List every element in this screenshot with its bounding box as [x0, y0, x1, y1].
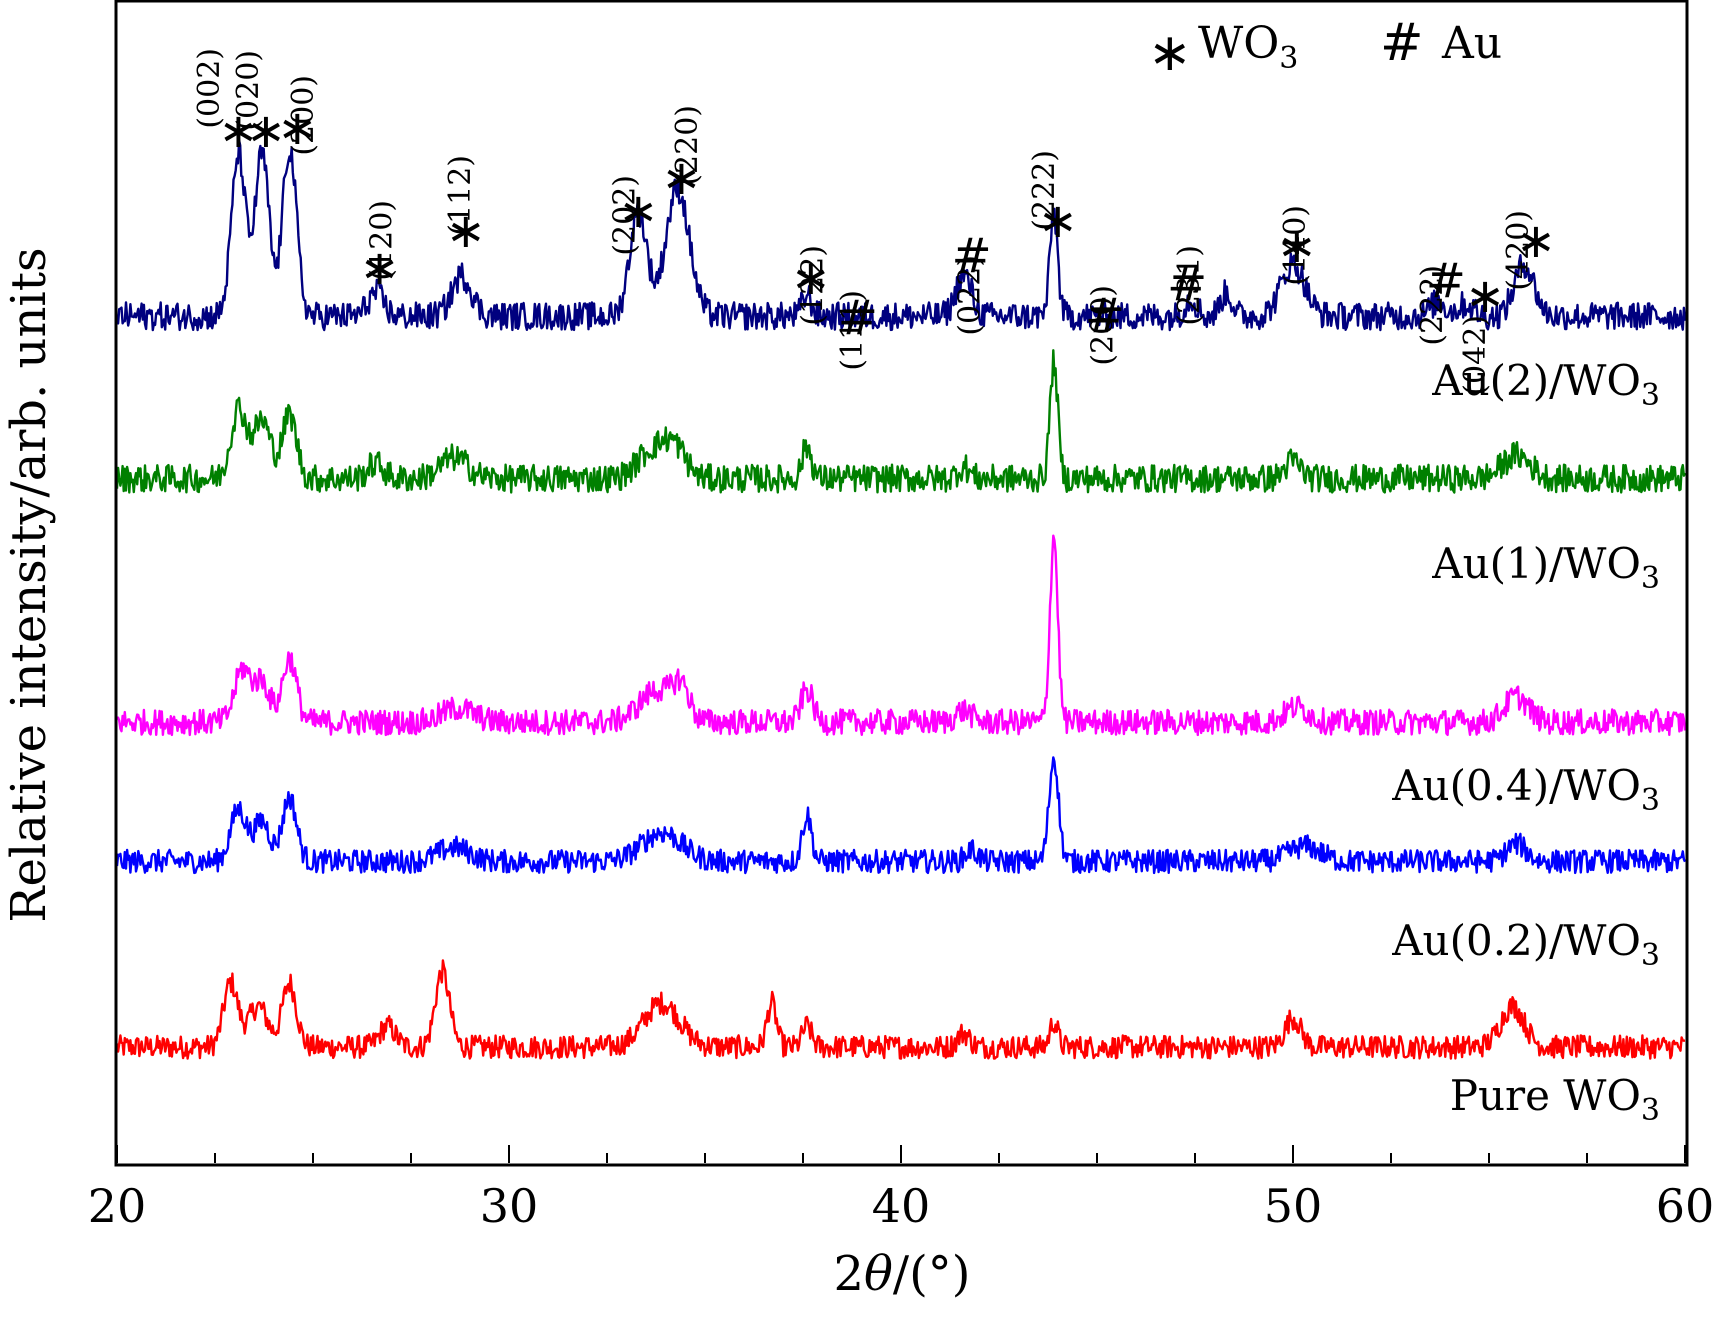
- peak-label: (120): [364, 200, 399, 281]
- x-tick-label: 40: [872, 1179, 931, 1233]
- series-labels: Pure WO3 Au(0.2)/WO3 Au(0.4)/WO3 Au(1)/WO3 A…: [1391, 356, 1660, 1128]
- x-tick-label: 60: [1656, 1179, 1715, 1233]
- series-label-0: Pure WO3: [1450, 1071, 1660, 1128]
- wo3-peak-marker: ∗: [1038, 193, 1078, 249]
- x-axis-ticks: 20 30 40 50 60: [88, 1145, 1715, 1233]
- peak-label: (420): [1501, 210, 1536, 291]
- peak-label: (200): [1086, 285, 1121, 366]
- wo3-peak-marker: ∗: [1516, 213, 1556, 269]
- x-axis-title: 2θ/(°): [833, 1246, 970, 1302]
- series-line-3: [115, 349, 1687, 494]
- series-label-3: Au(1)/WO3: [1431, 539, 1660, 596]
- series-line-1: [115, 756, 1687, 875]
- wo3-peak-marker: ∗: [661, 150, 701, 206]
- x-tick-label: 20: [88, 1179, 147, 1233]
- series-line-4: [115, 138, 1687, 332]
- peak-label: (002): [192, 48, 227, 129]
- x-tick-label: 50: [1264, 1179, 1323, 1233]
- au-peak-marker: #: [951, 228, 991, 284]
- au-peak-marker: #: [838, 290, 878, 346]
- peak-label: (222): [1027, 150, 1062, 231]
- x-tick-label: 30: [480, 1179, 539, 1233]
- peak-label: (222): [1415, 265, 1450, 346]
- peak-label: (200): [286, 75, 321, 156]
- au-peak-marker: #: [1167, 256, 1207, 312]
- series-label-4: Au(2)/WO3: [1431, 356, 1660, 413]
- peak-label: (202): [607, 175, 642, 256]
- legend-au-label: Au: [1441, 18, 1502, 69]
- series-label-1: Au(0.2)/WO3: [1391, 916, 1660, 973]
- series-line-2: [116, 534, 1687, 737]
- wo3-peak-marker: ∗: [1465, 268, 1505, 324]
- peak-label: (111): [835, 290, 870, 371]
- peak-label: (022): [952, 255, 987, 336]
- peak-annotations: (002)∗(020)∗ (200)∗(120)∗(112)∗ (202)∗(220…: [192, 48, 1556, 396]
- peak-label: (122): [796, 245, 831, 326]
- plot-frame: [114, 0, 1689, 1167]
- series-label-2: Au(0.4)/WO3: [1391, 761, 1660, 818]
- wo3-peak-marker: ∗: [218, 103, 258, 159]
- au-peak-marker: #: [1426, 253, 1466, 309]
- legend: ∗ WO3 # Au: [1148, 13, 1502, 83]
- legend-au-symbol: #: [1380, 13, 1424, 73]
- peak-label: (042): [1458, 315, 1493, 396]
- peak-label: (220): [670, 105, 705, 186]
- wo3-peak-marker: ∗: [277, 100, 317, 156]
- wo3-peak-marker: ∗: [1277, 218, 1317, 274]
- au-peak-marker: #: [1085, 288, 1125, 344]
- peak-label: (020): [231, 50, 266, 131]
- series-line-0: [115, 959, 1686, 1060]
- wo3-peak-marker: ∗: [360, 240, 400, 296]
- legend-wo3-symbol: ∗: [1148, 23, 1192, 83]
- legend-wo3-label: WO3: [1198, 18, 1298, 76]
- wo3-peak-marker: ∗: [246, 103, 286, 159]
- series-layer: [115, 138, 1687, 1060]
- peak-label: (140): [1278, 205, 1313, 286]
- peak-label: (112): [443, 155, 478, 236]
- wo3-peak-marker: ∗: [618, 183, 658, 239]
- peak-label: (231): [1172, 245, 1207, 326]
- y-axis-title: Relative intensity/arb. units: [1, 247, 57, 922]
- wo3-peak-marker: ∗: [791, 250, 831, 306]
- wo3-peak-marker: ∗: [446, 203, 486, 259]
